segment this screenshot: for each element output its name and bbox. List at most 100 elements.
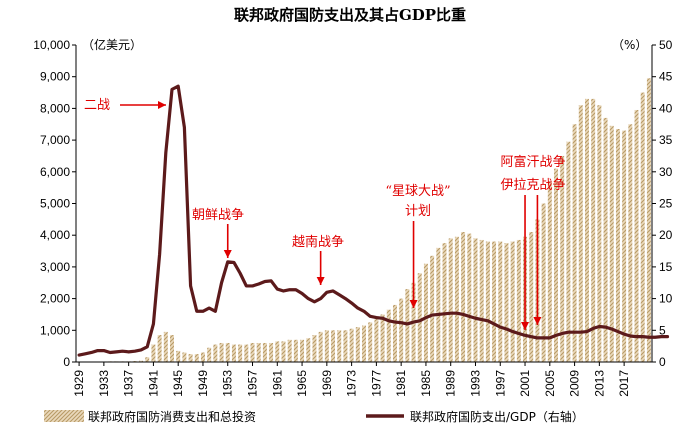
x-tick-label: 1977 bbox=[369, 370, 383, 397]
bar-1994 bbox=[479, 239, 484, 362]
right-tick-label: 45 bbox=[659, 70, 673, 84]
bar-1970 bbox=[331, 330, 336, 362]
x-tick-label: 1969 bbox=[320, 370, 334, 397]
annotation-vietnam-label: 越南战争 bbox=[292, 234, 344, 250]
bar-1972 bbox=[343, 330, 348, 362]
x-tick-label: 1941 bbox=[146, 370, 160, 397]
x-tick-label: 1961 bbox=[270, 370, 284, 397]
right-tick-label: 15 bbox=[659, 260, 673, 274]
annotation-starwars-arrow-head bbox=[409, 300, 418, 308]
right-axis-label: （%） bbox=[612, 38, 647, 52]
left-tick-label: 8,000 bbox=[40, 101, 70, 115]
bar-1988 bbox=[442, 243, 447, 363]
right-tick-label: 10 bbox=[659, 292, 673, 306]
bar-2009 bbox=[572, 124, 577, 362]
x-tick-label: 2005 bbox=[543, 370, 557, 397]
legend: 联邦政府国防消费支出和总投资 联邦政府国防支出/GDP（右轴） bbox=[44, 409, 584, 424]
x-tick-label: 1997 bbox=[493, 370, 507, 397]
left-tick-label: 3,000 bbox=[40, 260, 70, 274]
bar-1959 bbox=[262, 342, 267, 362]
annotation-afghan-label: 阿富汗战争 bbox=[500, 154, 565, 170]
bar-1987 bbox=[436, 247, 441, 362]
bar-1971 bbox=[337, 330, 342, 362]
bar-1961 bbox=[275, 341, 280, 362]
bar-1939 bbox=[139, 360, 144, 362]
bar-1966 bbox=[306, 338, 311, 362]
bar-2010 bbox=[578, 105, 583, 362]
bar-1963 bbox=[287, 339, 292, 362]
left-tick-label: 6,000 bbox=[40, 165, 70, 179]
bar-1993 bbox=[473, 238, 478, 362]
x-tick-label: 1929 bbox=[72, 370, 86, 397]
bar-1941 bbox=[151, 344, 156, 362]
legend-label-line: 联邦政府国防支出/GDP（右轴） bbox=[410, 409, 584, 424]
right-tick-label: 20 bbox=[659, 228, 673, 242]
bar-1955 bbox=[238, 344, 243, 362]
bar-2020 bbox=[640, 92, 645, 363]
bar-1990 bbox=[454, 236, 459, 362]
left-tick-label: 5,000 bbox=[40, 197, 70, 211]
bar-1976 bbox=[368, 322, 373, 363]
x-tick-label: 1957 bbox=[246, 370, 260, 397]
x-tick-label: 2013 bbox=[592, 370, 606, 397]
annotation-korea-arrow-head bbox=[223, 250, 232, 258]
x-tick-label: 1965 bbox=[295, 370, 309, 397]
bar-1977 bbox=[374, 319, 379, 362]
right-tick-label: 25 bbox=[659, 197, 673, 211]
bar-1952 bbox=[219, 342, 224, 362]
bar-1943 bbox=[163, 331, 168, 362]
annotation-starwars-label-1: “星球大战” bbox=[385, 184, 450, 199]
annotation-korea-label: 朝鲜战争 bbox=[192, 208, 244, 223]
bar-1946 bbox=[182, 352, 187, 362]
bar-1957 bbox=[250, 342, 255, 362]
bar-1999 bbox=[510, 241, 515, 362]
bar-1958 bbox=[256, 342, 261, 362]
bar-2004 bbox=[541, 203, 546, 362]
bar-1978 bbox=[380, 314, 385, 362]
bar-1960 bbox=[269, 342, 274, 362]
bar-1948 bbox=[194, 354, 199, 362]
bar-1998 bbox=[504, 243, 509, 363]
left-tick-label: 2,000 bbox=[40, 292, 70, 306]
bar-1984 bbox=[417, 273, 422, 362]
bar-1953 bbox=[225, 342, 230, 362]
x-tick-label: 1981 bbox=[394, 370, 408, 397]
left-tick-label: 1,000 bbox=[40, 323, 70, 337]
bar-1992 bbox=[467, 233, 472, 362]
bar-1974 bbox=[355, 327, 360, 362]
right-tick-label: 0 bbox=[659, 355, 666, 369]
bar-1997 bbox=[498, 241, 503, 362]
left-tick-label: 4,000 bbox=[40, 228, 70, 242]
right-tick-label: 40 bbox=[659, 101, 673, 115]
bar-2019 bbox=[634, 109, 639, 362]
bar-1967 bbox=[312, 335, 317, 362]
x-tick-label: 1985 bbox=[419, 370, 433, 397]
bar-1991 bbox=[461, 232, 466, 362]
right-tick-label: 50 bbox=[659, 38, 673, 52]
annotation-afghan-arrow-head bbox=[521, 322, 530, 330]
annotation-iraq-arrow-head bbox=[533, 317, 542, 325]
annotation-iraq-label: 伊拉克战争 bbox=[500, 178, 565, 193]
bar-1949 bbox=[200, 352, 205, 362]
bar-1962 bbox=[281, 341, 286, 362]
left-tick-label: 10,000 bbox=[33, 38, 70, 52]
bar-2005 bbox=[547, 181, 552, 362]
x-tick-label: 2001 bbox=[518, 370, 532, 397]
bar-1986 bbox=[430, 255, 435, 362]
bar-2018 bbox=[628, 124, 633, 362]
bar-1968 bbox=[318, 331, 323, 362]
bar-2016 bbox=[615, 129, 620, 362]
bar-series bbox=[77, 78, 651, 363]
bar-1979 bbox=[386, 309, 391, 362]
bar-2006 bbox=[554, 168, 558, 362]
bar-1981 bbox=[399, 298, 404, 362]
bar-2014 bbox=[603, 117, 608, 362]
bar-1956 bbox=[244, 344, 249, 362]
right-tick-label: 5 bbox=[659, 323, 666, 337]
legend-swatch-bar bbox=[44, 410, 84, 422]
annotation-vietnam-arrow-head bbox=[316, 277, 325, 285]
x-tick-label: 2017 bbox=[617, 370, 631, 397]
bar-1942 bbox=[157, 335, 162, 362]
axes: 0 1,000 2,000 3,000 4,000 5,000 6,000 7,000 8,00… bbox=[33, 38, 672, 397]
chart-title: 联邦政府国防支出及其占GDP比重 bbox=[234, 6, 466, 24]
